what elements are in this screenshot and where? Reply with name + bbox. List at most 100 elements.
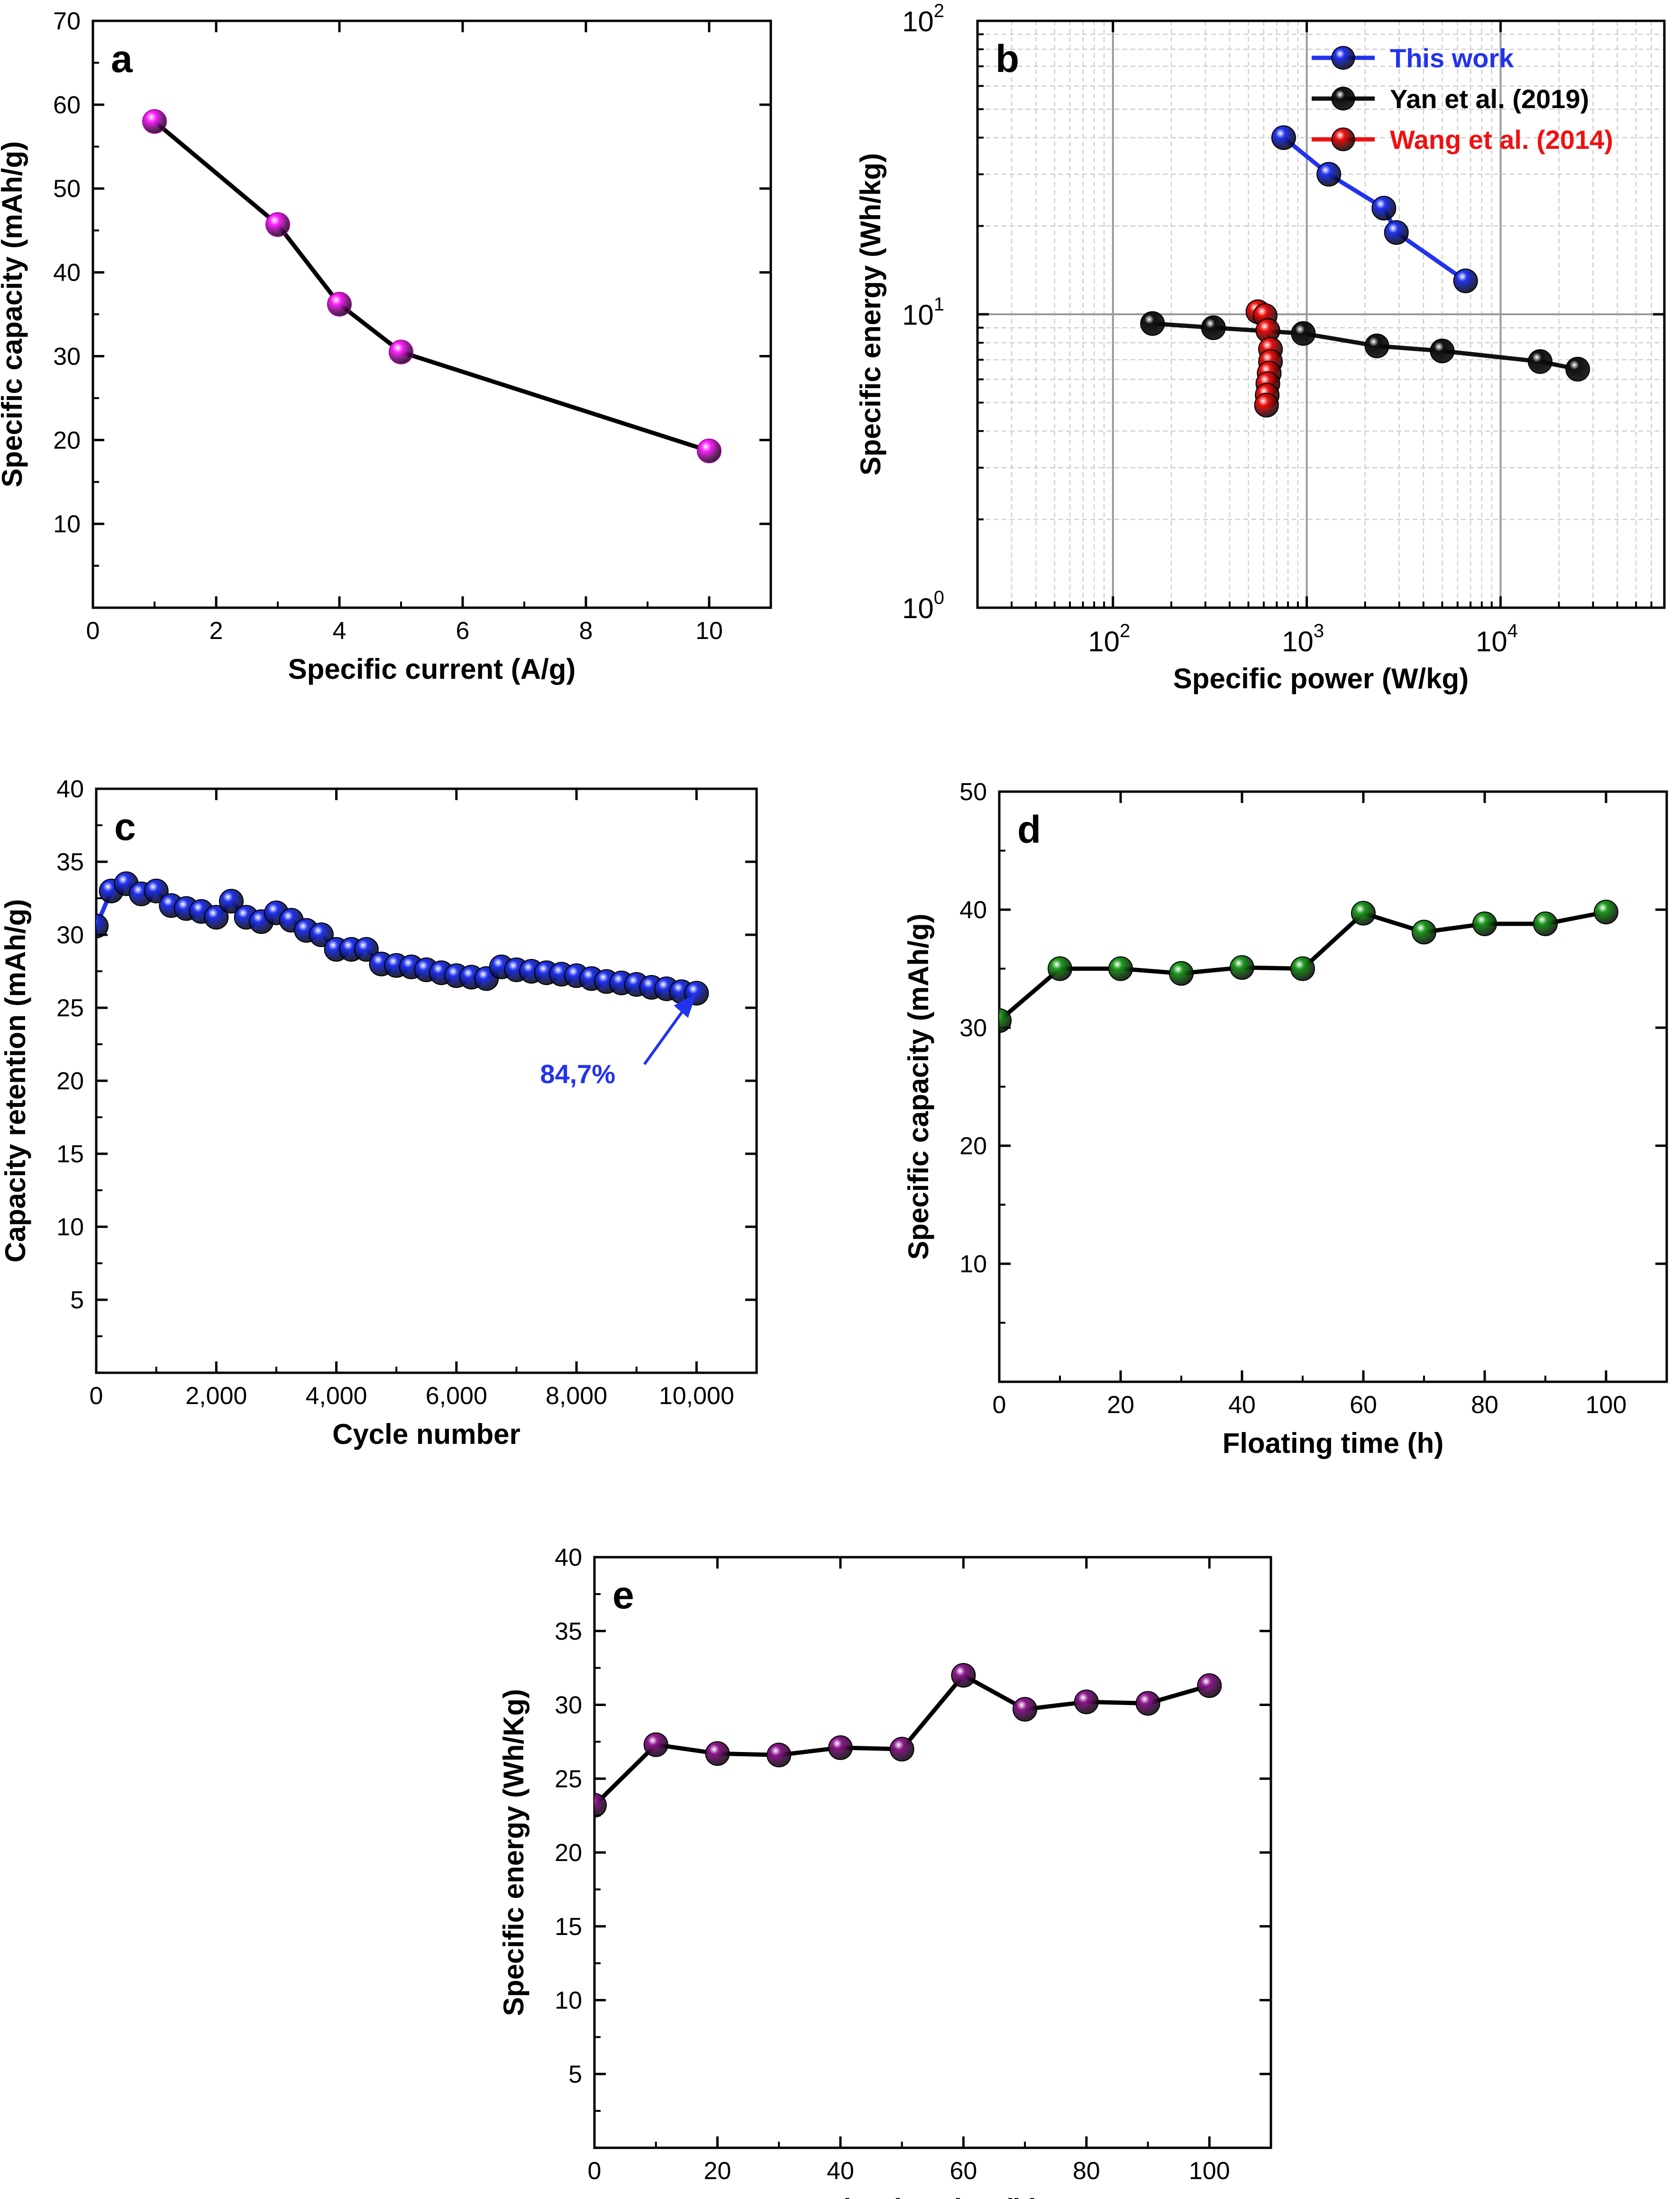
data-point — [1108, 956, 1133, 981]
x-tick-label: 80 — [1073, 2157, 1100, 2185]
y-tick-label: 5 — [568, 2061, 582, 2088]
y-tick-label: 40 — [56, 776, 84, 803]
data-point — [1594, 899, 1618, 924]
y-tick-label: 5 — [70, 1287, 84, 1314]
panel-c: 0 2,000 4,000 6,000 8,000 10,000 5 10 15 20 25 30 35… — [0, 776, 758, 1450]
data-point — [1140, 311, 1165, 336]
tick-base: 10 — [1088, 626, 1120, 657]
data-point — [1364, 333, 1389, 358]
panel-label: d — [1017, 808, 1041, 851]
x-tick-label: 60 — [1350, 1391, 1377, 1419]
y-tick-label: 25 — [555, 1765, 582, 1793]
data-point — [828, 1735, 853, 1760]
y-tick-label: 50 — [53, 175, 81, 203]
data-point — [1048, 956, 1072, 981]
series-this-work — [1271, 125, 1478, 293]
tick-exponent: 4 — [1507, 620, 1518, 641]
data-point — [1565, 356, 1590, 382]
data-point — [643, 1732, 668, 1757]
data-point — [1472, 911, 1497, 936]
x-tick-label: 60 — [950, 2157, 977, 2185]
x-tick-label: 102 — [1088, 620, 1130, 657]
data-point — [144, 878, 169, 903]
data-point — [1291, 321, 1316, 346]
x-tick-label: 6 — [456, 617, 470, 645]
y-tick-label: 10 — [53, 511, 81, 538]
data-point — [1169, 961, 1194, 986]
y-tick-label: 30 — [555, 1692, 582, 1719]
data-point — [889, 1736, 914, 1761]
data-point — [1527, 349, 1552, 374]
y-tick-label: 40 — [959, 896, 987, 924]
x-axis-title: Specific current (A/g) — [288, 653, 576, 685]
x-tick-label: 2 — [210, 617, 223, 645]
tick-base: 10 — [902, 299, 934, 331]
y-tick-label: 30 — [53, 343, 81, 370]
series-c — [96, 871, 709, 1006]
x-tick-label: 80 — [1471, 1391, 1498, 1419]
y-tick-label: 20 — [555, 1839, 582, 1867]
y-tick-label: 35 — [555, 1618, 582, 1645]
y-tick-label: 10 — [555, 1987, 582, 2015]
x-tick-label: 103 — [1282, 620, 1324, 657]
data-point — [1201, 315, 1226, 340]
y-tick-label: 35 — [56, 849, 84, 876]
plot-frame — [95, 787, 758, 1374]
y-tick-label: 10 — [56, 1214, 84, 1241]
tick-base: 10 — [902, 6, 934, 37]
x-tick-label: 0 — [86, 617, 100, 645]
legend-swatch-marker — [1331, 87, 1355, 110]
legend: This work Yan et al. (2019) Wang et al. (2… — [1312, 43, 1613, 155]
x-tick-label: 100 — [1586, 1391, 1627, 1419]
data-point — [1371, 196, 1397, 221]
series-e — [594, 1663, 1222, 1818]
tick-exponent: 3 — [1314, 620, 1324, 641]
x-tick-label: 40 — [1228, 1391, 1256, 1419]
y-axis-title: Specific capacity (mAh/g) — [903, 913, 934, 1259]
y-tick-label: 40 — [53, 259, 81, 287]
y-tick-label: 70 — [53, 8, 81, 35]
x-tick-label: 4 — [333, 617, 347, 645]
y-tick-label: 10 — [959, 1250, 987, 1278]
y-tick-label: 30 — [959, 1014, 987, 1042]
data-point — [96, 913, 109, 939]
x-tick-label: 0 — [90, 1382, 103, 1410]
data-point — [354, 937, 379, 962]
data-point — [1316, 162, 1342, 187]
legend-swatch-marker — [1331, 128, 1355, 151]
tick-base: 10 — [902, 593, 934, 624]
x-tick-label: 0 — [588, 2157, 602, 2185]
y-axis-title: Specific capacity (mAh/g) — [0, 141, 28, 487]
data-point — [1384, 220, 1409, 245]
tick-exponent: 1 — [934, 294, 944, 315]
x-tick-label: 20 — [704, 2157, 731, 2185]
series-d — [999, 899, 1618, 1033]
y-axis-title: Specific energy (Wh/kg) — [855, 153, 886, 475]
data-point — [1230, 955, 1254, 980]
series-yan-et-al-2019- — [1140, 311, 1590, 382]
tick-exponent: 2 — [1120, 620, 1130, 641]
data-point — [705, 1741, 730, 1766]
y-tick-label: 102 — [902, 0, 944, 37]
y-tick-label: 15 — [555, 1913, 582, 1941]
y-axis-title: Capacity retention (mAh/g) — [0, 899, 31, 1263]
x-tick-label: 4,000 — [305, 1382, 367, 1410]
data-point — [1351, 901, 1376, 926]
annotation-label: 84,7% — [540, 1059, 615, 1089]
y-tick-label: 20 — [53, 427, 81, 454]
x-tick-label: 8,000 — [546, 1382, 607, 1410]
data-point — [1533, 911, 1558, 936]
data-point — [1013, 1697, 1038, 1722]
legend-label: Yan et al. (2019) — [1390, 84, 1589, 114]
tick-base: 10 — [1476, 626, 1507, 657]
x-tick-label: 0 — [993, 1391, 1006, 1419]
y-tick-label: 100 — [902, 587, 944, 624]
data-point — [767, 1743, 792, 1768]
panel-label: b — [995, 37, 1019, 81]
data-point — [204, 905, 229, 930]
panel-d: 0 20 40 60 80 100 10 20 30 40 50 Floating time (h) S… — [903, 778, 1668, 1459]
data-point — [1271, 125, 1296, 150]
x-tick-label: 6,000 — [426, 1382, 487, 1410]
series-a — [142, 109, 721, 464]
